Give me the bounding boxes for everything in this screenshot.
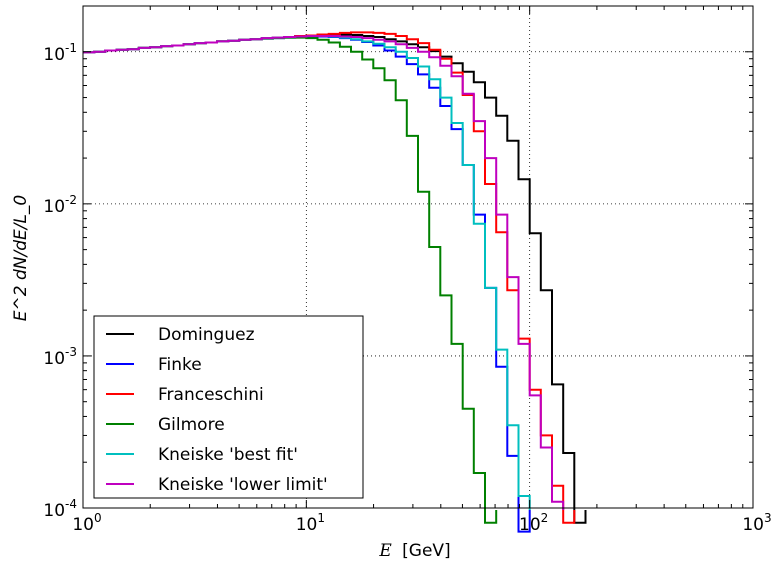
ticks: 100 101 102 103 10-4 10-3 10-2 10-1 <box>43 6 772 535</box>
y-tick-label-0: 10-4 <box>43 497 77 521</box>
legend-label-3: Gilmore <box>158 415 225 435</box>
y-axis-label-text: E^2 dN/dE/L_0 <box>11 195 31 322</box>
y-tick-label-3: 10-1 <box>43 41 77 65</box>
y-tick-label-2: 10-2 <box>43 193 77 217</box>
svg-text:E [GeV]: E [GeV] <box>378 541 450 561</box>
y-tick-label-1: 10-3 <box>43 345 77 369</box>
legend-label-1: Finke <box>158 355 202 375</box>
series-layer <box>83 31 587 533</box>
legend-label-4: Kneiske 'best fit' <box>158 445 298 465</box>
plot-frame <box>82 5 754 509</box>
series-line-5 <box>83 35 565 510</box>
x-tick-label-3: 103 <box>742 511 771 535</box>
legend-label-2: Franceschini <box>158 385 264 405</box>
x-axis-label-symbol: E <box>378 541 392 561</box>
x-axis-label: E [GeV] <box>378 541 450 561</box>
legend-box <box>93 315 364 499</box>
x-tick-label-1: 101 <box>296 511 325 535</box>
legend-label-5: Kneiske 'lower limit' <box>158 475 328 495</box>
y-axis-label: E^2 dN/dE/L_0 <box>11 195 31 322</box>
x-tick-label-0: 100 <box>72 511 101 535</box>
legend-label-0: Dominguez <box>158 325 255 345</box>
x-axis-label-unit: [GeV] <box>402 541 451 561</box>
legend: Dominguez Finke Franceschini Gilmore Kneiske… <box>93 315 364 499</box>
x-tick-label-2: 102 <box>519 511 548 535</box>
